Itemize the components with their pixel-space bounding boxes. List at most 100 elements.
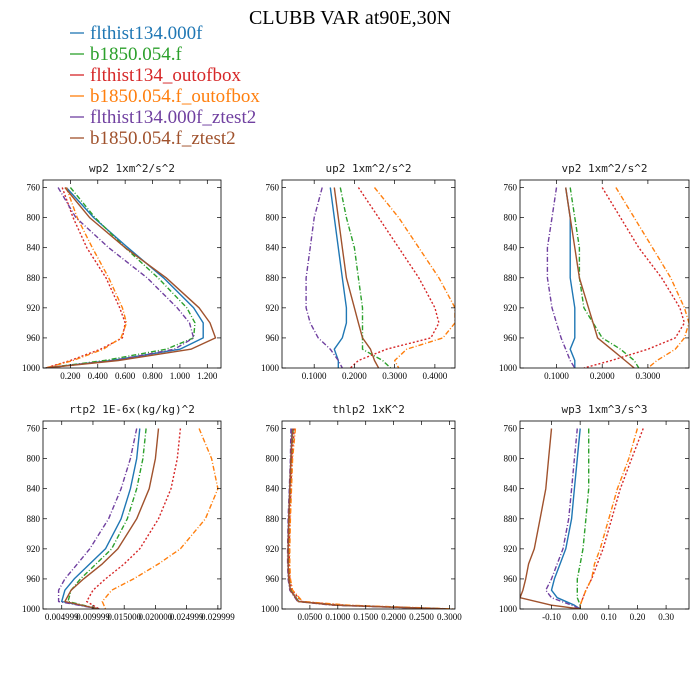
legend-label: flthist134_outofbox	[90, 65, 241, 86]
y-tick-label: 920	[27, 303, 41, 313]
x-tick-label: 0.1000	[544, 371, 569, 381]
series-line	[57, 428, 138, 609]
series-line	[61, 428, 141, 609]
y-tick-label: 800	[266, 213, 280, 223]
x-tick-label: 0.009999	[76, 612, 110, 622]
y-tick-label: 800	[27, 213, 41, 223]
series-line	[286, 428, 444, 609]
series-line	[288, 428, 450, 609]
x-tick-label: 0.3000	[636, 371, 661, 381]
series-line	[45, 187, 126, 368]
y-tick-label: 960	[504, 333, 518, 343]
y-tick-label: 800	[504, 454, 518, 464]
figure-title: CLUBB VAR at90E,30N	[249, 7, 451, 29]
y-tick-label: 800	[266, 454, 280, 464]
y-tick-label: 840	[504, 484, 518, 494]
legend-label: flthist134.000f_ztest2	[90, 107, 256, 128]
x-tick-label: 0.0500	[298, 612, 323, 622]
series-line	[288, 428, 450, 609]
x-tick-label: -0.10	[542, 612, 561, 622]
x-tick-label: 0.2500	[409, 612, 434, 622]
series-line	[546, 187, 576, 368]
plot-frame	[281, 179, 456, 369]
panel-title: vp2 1xm^2/s^2	[561, 162, 647, 175]
plot-frame	[519, 420, 690, 610]
series-line	[373, 187, 455, 368]
series-line	[45, 187, 217, 368]
series-line	[305, 187, 343, 368]
panel-title: wp2 1xm^2/s^2	[89, 162, 175, 175]
series-line	[287, 428, 450, 609]
y-tick-label: 1000	[22, 604, 41, 614]
x-tick-label: 0.00	[572, 612, 588, 622]
legend-label: b1850.054.f_ztest2	[90, 128, 236, 149]
x-tick-label: 0.015000	[107, 612, 141, 622]
series-line	[45, 187, 128, 368]
x-tick-label: 0.800	[142, 371, 163, 381]
plot-frame	[42, 420, 222, 610]
y-tick-label: 1000	[499, 363, 518, 373]
y-tick-label: 920	[27, 544, 41, 554]
x-tick-label: 0.400	[88, 371, 109, 381]
chart-panel: wp2 1xm^2/s^2 760 800 840 880 920 960 1000 0.200…	[22, 162, 222, 381]
plot-frame	[42, 179, 222, 369]
panel-title: up2 1xm^2/s^2	[325, 162, 411, 175]
y-tick-label: 840	[27, 484, 41, 494]
x-tick-label: 0.024999	[170, 612, 204, 622]
y-tick-label: 920	[504, 544, 518, 554]
legend: flthist134.000fb1850.054.fflthist134_out…	[70, 23, 260, 149]
series-line	[579, 428, 644, 609]
y-tick-label: 880	[27, 514, 41, 524]
chart-panel: up2 1xm^2/s^2 760 800 840 880 920 960 1000 0.100…	[261, 162, 456, 381]
x-tick-label: 0.30	[658, 612, 674, 622]
series-line	[545, 428, 581, 609]
series-line	[583, 187, 686, 368]
y-tick-label: 760	[266, 183, 280, 193]
series-line	[45, 187, 195, 368]
series-line	[45, 187, 204, 368]
y-tick-label: 960	[504, 574, 518, 584]
legend-label: b1850.054.f_outofbox	[90, 86, 260, 107]
chart-panel: vp2 1xm^2/s^2 760 800 840 880 920 960 1000 0.100…	[499, 162, 690, 381]
y-tick-label: 960	[266, 333, 280, 343]
series-line	[101, 428, 219, 609]
series-line	[565, 187, 635, 368]
y-tick-label: 960	[27, 333, 41, 343]
y-tick-label: 760	[266, 424, 280, 434]
chart-panel: rtp2 1E-6x(kg/kg)^2 760 800 840 880 920 960 100…	[22, 403, 235, 622]
chart-panel: wp3 1xm^3/s^3 760 800 840 880 920 960 1000 -0.10…	[499, 403, 690, 622]
x-tick-label: 0.10	[601, 612, 617, 622]
y-tick-label: 920	[266, 303, 280, 313]
y-tick-label: 760	[27, 183, 41, 193]
series-line	[576, 428, 590, 609]
y-tick-label: 840	[266, 243, 280, 253]
y-tick-label: 1000	[261, 363, 280, 373]
series-line	[349, 187, 440, 368]
series-line	[579, 428, 639, 609]
series-line	[287, 428, 447, 609]
panels: wp2 1xm^2/s^2 760 800 840 880 920 960 1000 0.200…	[22, 162, 690, 622]
y-tick-label: 960	[27, 574, 41, 584]
x-tick-label: 0.004999	[45, 612, 79, 622]
legend-label: b1850.054.f	[90, 44, 183, 65]
x-tick-label: 0.2000	[590, 371, 615, 381]
y-tick-label: 760	[504, 183, 518, 193]
panel-title: rtp2 1E-6x(kg/kg)^2	[69, 403, 195, 416]
y-tick-label: 1000	[22, 363, 41, 373]
series-line	[615, 187, 689, 368]
y-tick-label: 840	[266, 484, 280, 494]
y-tick-label: 760	[504, 424, 518, 434]
y-tick-label: 840	[504, 243, 518, 253]
x-tick-label: 0.1500	[353, 612, 378, 622]
x-tick-label: 0.1000	[325, 612, 350, 622]
x-tick-label: 0.4000	[423, 371, 448, 381]
plot-frame	[281, 420, 456, 610]
y-tick-label: 880	[504, 273, 518, 283]
x-tick-label: 0.600	[115, 371, 136, 381]
y-tick-label: 840	[27, 243, 41, 253]
plot-frame	[519, 179, 690, 369]
x-tick-label: 0.029999	[201, 612, 235, 622]
series-line	[520, 428, 581, 609]
y-tick-label: 880	[266, 273, 280, 283]
